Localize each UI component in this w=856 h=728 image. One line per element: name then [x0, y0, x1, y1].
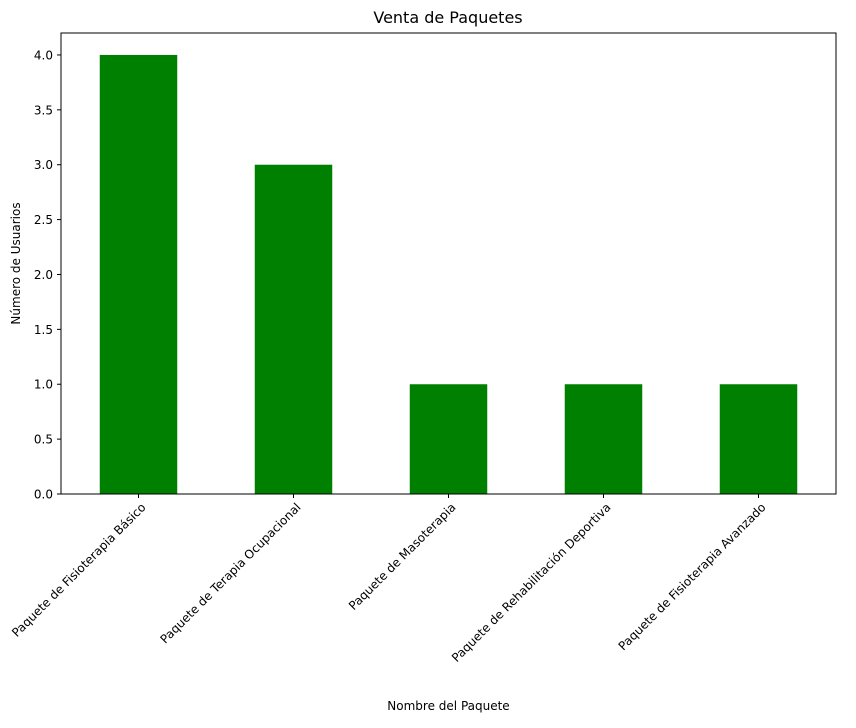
y-tick-label: 0.5	[34, 433, 53, 447]
y-tick-label: 1.0	[34, 378, 53, 392]
x-axis-label: Nombre del Paquete	[387, 699, 509, 713]
bar	[719, 384, 798, 494]
y-tick-label: 2.0	[34, 268, 53, 282]
x-tick-label: Paquete de Terapia Ocupacional	[158, 500, 304, 646]
y-axis: 0.0 0.5 1.0 1.5 2.0 2.5 3.0 3.5 4.0	[34, 48, 61, 502]
plot-frame	[60, 32, 837, 495]
x-tick-label: Paquete de Fisioterapia Básico	[9, 500, 148, 639]
x-axis: Paquete de Fisioterapia Básico Paquete de…	[9, 494, 769, 665]
bar	[409, 384, 488, 494]
y-tick-label: 2.5	[34, 213, 53, 227]
bar	[564, 384, 643, 494]
y-tick-label: 0.0	[34, 488, 53, 502]
x-tick-label: Paquete de Rehabilitación Deportiva	[449, 500, 614, 665]
y-tick-label: 3.5	[34, 103, 53, 117]
y-tick-label: 1.5	[34, 323, 53, 337]
bar	[99, 54, 178, 494]
x-tick-label: Paquete de Masoterapia	[346, 500, 459, 613]
x-tick-label: Paquete de Fisioterapia Avanzado	[616, 500, 769, 653]
bars-group	[99, 54, 798, 494]
chart-title: Venta de Paquetes	[373, 8, 522, 27]
bar	[254, 164, 333, 494]
y-tick-label: 4.0	[34, 48, 53, 62]
y-tick-label: 3.0	[34, 158, 53, 172]
y-axis-label: Número de Usuarios	[9, 202, 23, 324]
